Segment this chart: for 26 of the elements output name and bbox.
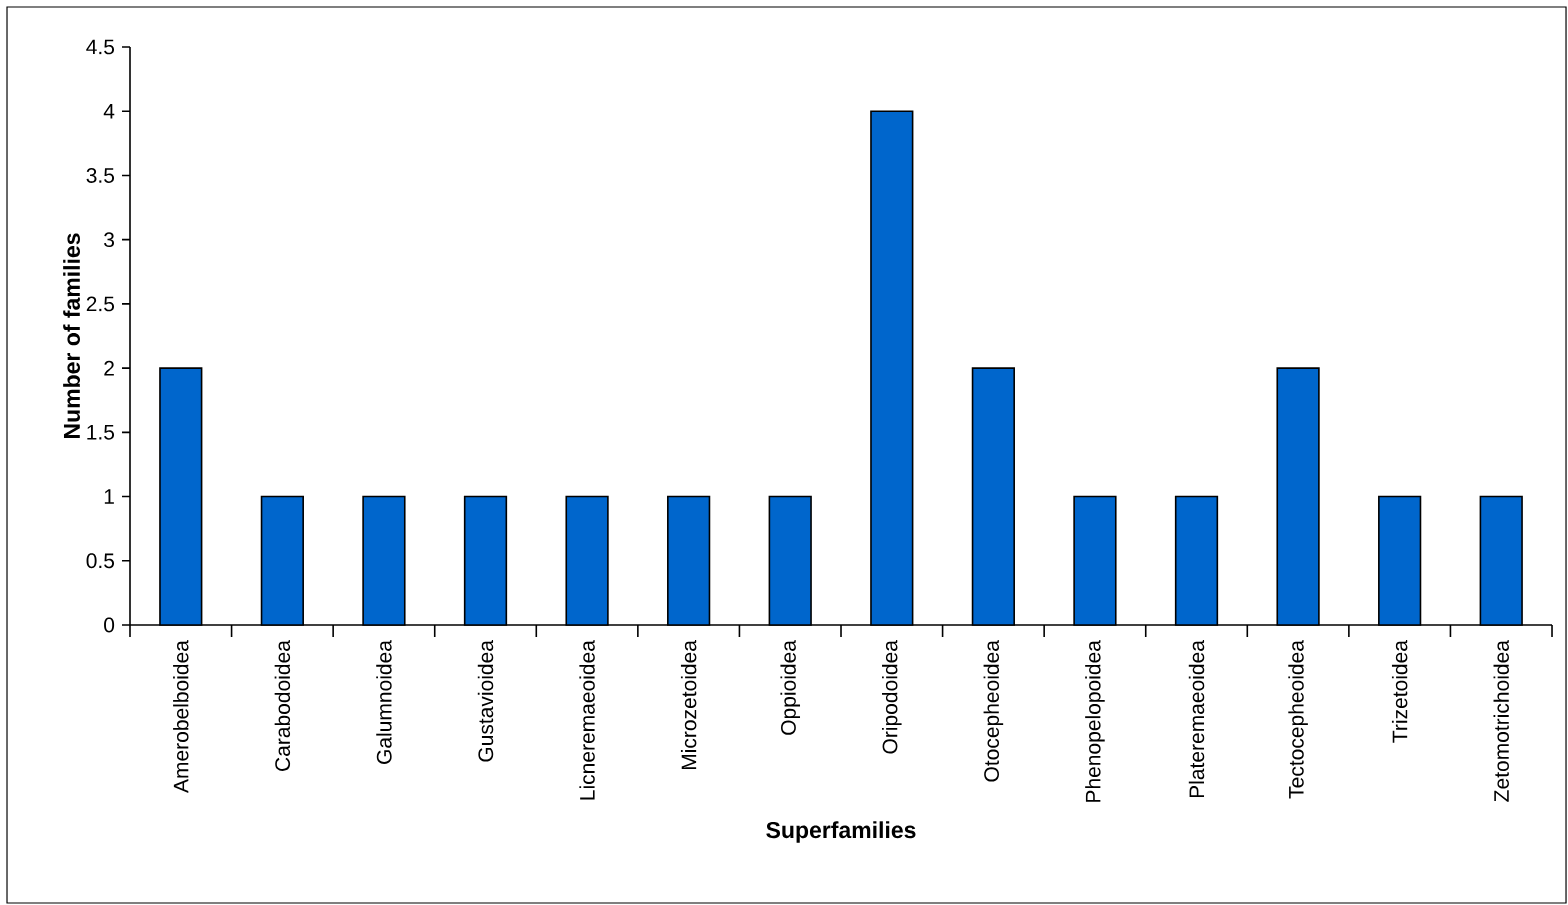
y-tick-label: 4.5	[86, 39, 115, 55]
x-tick-label: Otocepheoidea	[983, 640, 1004, 782]
y-axis-title: Number of families	[63, 233, 81, 438]
y-tick-label: 4	[103, 104, 115, 119]
x-tick-label: Amerobelboidea	[173, 640, 189, 793]
y-tick-label: 1.5	[87, 425, 115, 440]
x-tick-label: Microzetoidea	[680, 640, 697, 770]
y-tick-label: 3.5	[86, 168, 115, 183]
x-tick-label: Phenopelopoidea	[1085, 640, 1105, 802]
y-tick-label: 1	[104, 489, 114, 504]
y-tick-label: 0	[104, 617, 115, 633]
y-tick-label: 3	[104, 232, 115, 248]
x-tick-label: Zetomotrichoidea	[1493, 640, 1509, 802]
x-tick-label: Trizetoidea	[1391, 640, 1408, 743]
y-tick-label: 0.5	[86, 553, 115, 569]
x-tick-label: Tectocepheoidea	[1288, 640, 1308, 799]
y-tick-label: 2	[104, 360, 114, 376]
x-tick-label: Plateremaeoidea	[1188, 640, 1205, 798]
x-tick-label: Carabodoidea	[274, 640, 291, 771]
y-tick-label: 2.5	[86, 296, 115, 312]
x-axis-title: Superfamilies	[766, 821, 916, 843]
x-tick-label: Gustavioidea	[477, 640, 494, 762]
x-tick-label: Galumnoidea	[376, 640, 392, 764]
x-tick-label: Oppioidea	[780, 640, 801, 735]
x-tick-label: Licneremaeoidea	[579, 640, 595, 800]
x-tick-label: Oripodoidea	[882, 640, 902, 754]
